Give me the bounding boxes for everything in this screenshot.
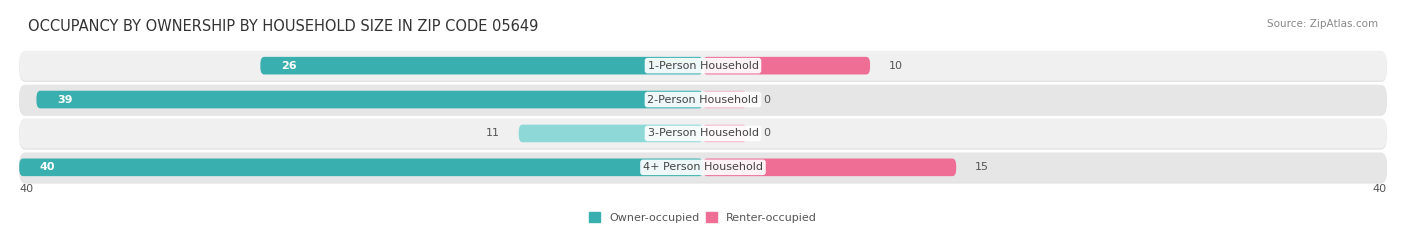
Text: 2-Person Household: 2-Person Household xyxy=(647,95,759,105)
FancyBboxPatch shape xyxy=(703,91,747,108)
Text: 11: 11 xyxy=(485,128,499,138)
FancyBboxPatch shape xyxy=(20,86,1386,116)
Legend: Owner-occupied, Renter-occupied: Owner-occupied, Renter-occupied xyxy=(589,212,817,223)
FancyBboxPatch shape xyxy=(703,125,747,142)
Text: 10: 10 xyxy=(889,61,903,71)
FancyBboxPatch shape xyxy=(20,158,703,176)
FancyBboxPatch shape xyxy=(20,154,1386,184)
Text: 40: 40 xyxy=(1372,184,1386,194)
Text: Source: ZipAtlas.com: Source: ZipAtlas.com xyxy=(1267,19,1378,29)
Text: 4+ Person Household: 4+ Person Household xyxy=(643,162,763,172)
Text: 15: 15 xyxy=(976,162,990,172)
FancyBboxPatch shape xyxy=(20,85,1386,114)
Text: 26: 26 xyxy=(281,61,297,71)
Text: 0: 0 xyxy=(763,128,770,138)
Text: 1-Person Household: 1-Person Household xyxy=(648,61,758,71)
FancyBboxPatch shape xyxy=(20,52,1386,82)
FancyBboxPatch shape xyxy=(260,57,703,75)
FancyBboxPatch shape xyxy=(20,120,1386,150)
FancyBboxPatch shape xyxy=(20,51,1386,81)
Text: 3-Person Household: 3-Person Household xyxy=(648,128,758,138)
Text: 40: 40 xyxy=(39,162,55,172)
FancyBboxPatch shape xyxy=(20,119,1386,148)
Text: 39: 39 xyxy=(58,95,73,105)
Text: 40: 40 xyxy=(20,184,34,194)
FancyBboxPatch shape xyxy=(37,91,703,108)
FancyBboxPatch shape xyxy=(20,152,1386,182)
FancyBboxPatch shape xyxy=(703,57,870,75)
FancyBboxPatch shape xyxy=(519,125,703,142)
Text: OCCUPANCY BY OWNERSHIP BY HOUSEHOLD SIZE IN ZIP CODE 05649: OCCUPANCY BY OWNERSHIP BY HOUSEHOLD SIZE… xyxy=(28,19,538,34)
Text: 0: 0 xyxy=(763,95,770,105)
FancyBboxPatch shape xyxy=(703,158,956,176)
